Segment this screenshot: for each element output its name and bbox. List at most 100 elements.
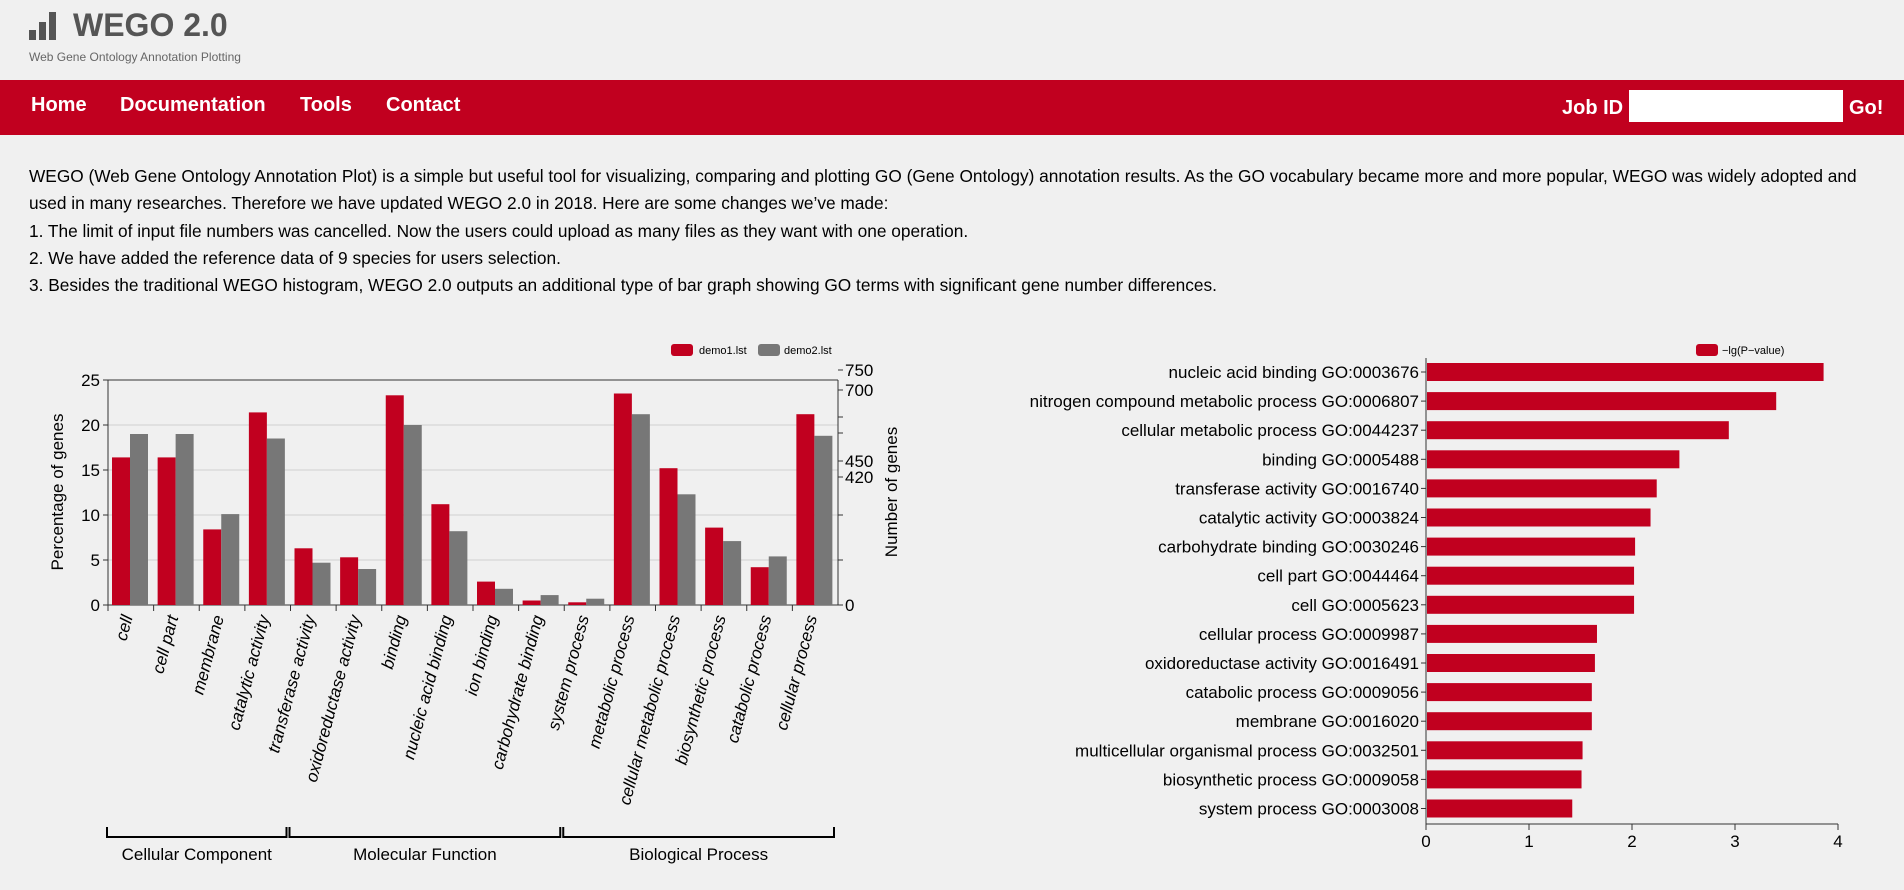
x-tick-label: 3 — [1730, 832, 1739, 850]
y2-tick-label: 750 — [845, 361, 873, 380]
y-tick-label: carbohydrate binding GO:0030246 — [1158, 538, 1419, 557]
bar — [1427, 566, 1635, 585]
bar — [495, 588, 513, 605]
intro-list-item: 2. We have added the reference data of 9… — [29, 247, 561, 268]
bar — [312, 562, 331, 605]
app-header: WEGO 2.0 Web Gene Ontology Annotation Pl… — [0, 0, 1904, 80]
x-tick-label: cellular process — [772, 613, 821, 732]
bar — [1427, 421, 1729, 440]
y-tick-label: cellular metabolic process GO:0044237 — [1121, 421, 1419, 440]
bar — [613, 393, 632, 605]
bar — [1427, 741, 1583, 760]
nav-home[interactable]: Home — [31, 94, 87, 116]
bar — [385, 395, 404, 605]
nav-documentation[interactable]: Documentation — [120, 94, 266, 116]
bar — [477, 581, 495, 605]
x-tick-label: 0 — [1421, 832, 1430, 850]
y-tick-label: biosynthetic process GO:0009058 — [1163, 770, 1419, 789]
bar — [1427, 683, 1592, 702]
x-tick-label: transferase activity — [264, 612, 319, 755]
x-tick-label: ion binding — [462, 613, 502, 698]
y-tick-label: 5 — [91, 551, 100, 570]
bar — [1427, 363, 1824, 381]
bar — [723, 541, 742, 605]
bar — [248, 412, 267, 605]
bar — [814, 435, 833, 605]
go-button[interactable]: Go! — [1849, 97, 1884, 119]
bar — [1427, 624, 1597, 643]
x-tick-label: 1 — [1524, 832, 1533, 850]
y-axis-title: Percentage of genes — [48, 414, 67, 571]
bar — [449, 531, 468, 605]
bar — [1427, 450, 1680, 469]
intro-paragraph: WEGO (Web Gene Ontology Annotation Plot)… — [29, 166, 1857, 214]
bar — [157, 457, 176, 605]
y-tick-label: 25 — [81, 371, 100, 390]
bar — [1427, 479, 1657, 498]
bar — [705, 527, 724, 605]
bar-chart-logo-icon[interactable] — [29, 12, 59, 42]
app-subtitle: Web Gene Ontology Annotation Plotting — [29, 50, 241, 64]
bar — [768, 556, 787, 605]
y-tick-label: cell GO:0005623 — [1291, 596, 1419, 615]
y-tick-label: 15 — [81, 461, 100, 480]
x-tick-label: membrane — [189, 613, 228, 696]
job-id-input[interactable] — [1629, 90, 1843, 122]
bar — [750, 567, 769, 605]
y-tick-label: nucleic acid binding GO:0003676 — [1169, 363, 1419, 382]
bar — [340, 557, 359, 605]
legend-swatch-series1 — [671, 344, 693, 356]
bar — [266, 438, 285, 605]
x-tick-label: cell — [112, 612, 137, 643]
bar — [1427, 595, 1635, 614]
nav-tools[interactable]: Tools — [300, 94, 352, 116]
x-tick-label: binding — [378, 613, 411, 671]
bar — [221, 514, 240, 605]
bar — [659, 468, 678, 605]
group-label: Biological Process — [629, 845, 768, 864]
x-tick-label: cell part — [149, 612, 183, 676]
legend-label: −lg(P−value) — [1722, 345, 1784, 357]
bar — [631, 414, 650, 605]
y-tick-label: nitrogen compound metabolic process GO:0… — [1030, 392, 1419, 411]
legend-swatch — [1696, 344, 1718, 356]
legend-label: demo1.lst — [699, 345, 747, 357]
group-bracket — [562, 827, 835, 838]
bar — [586, 598, 605, 605]
bar — [540, 595, 559, 605]
bar — [203, 529, 222, 605]
nav-contact[interactable]: Contact — [386, 94, 461, 116]
y2-tick-label: 700 — [845, 381, 873, 400]
x-tick-label: nucleic acid binding — [399, 613, 456, 762]
legend-label: demo2.lst — [784, 345, 832, 357]
bar — [1427, 712, 1592, 731]
y2-tick-label: 0 — [845, 596, 854, 615]
pvalue-bar-chart: nucleic acid binding GO:0003676 nitrogen … — [1030, 344, 1843, 850]
intro-list-item: 3. Besides the traditional WEGO histogra… — [29, 275, 1217, 296]
bar — [112, 457, 130, 605]
y-tick-label: membrane GO:0016020 — [1236, 712, 1419, 731]
y-tick-label: 10 — [81, 506, 100, 525]
x-tick-label: carbohydrate binding — [488, 613, 548, 772]
bar — [677, 494, 696, 605]
bar — [522, 600, 541, 605]
x-tick-label: catabolic process — [723, 613, 775, 745]
bar — [431, 504, 450, 605]
bar — [1427, 799, 1573, 818]
group-label: Molecular Function — [353, 845, 497, 864]
y-tick-label: catalytic activity GO:0003824 — [1199, 509, 1419, 528]
top-navbar: Home Documentation Tools Contact Job ID … — [0, 80, 1904, 135]
y2-tick-label: 420 — [845, 468, 873, 487]
bar — [796, 414, 815, 605]
y-tick-label: oxidoreductase activity GO:0016491 — [1145, 654, 1419, 673]
app-title[interactable]: WEGO 2.0 — [73, 7, 228, 43]
bar — [568, 602, 587, 605]
x-tick-label: system process — [544, 613, 593, 732]
group-bracket — [288, 827, 562, 838]
bar — [403, 425, 422, 605]
bar — [1427, 654, 1595, 672]
x-tick-label: catalytic activity — [225, 612, 274, 732]
y-tick-label: 0 — [91, 596, 100, 615]
group-label: Cellular Component — [122, 845, 273, 864]
